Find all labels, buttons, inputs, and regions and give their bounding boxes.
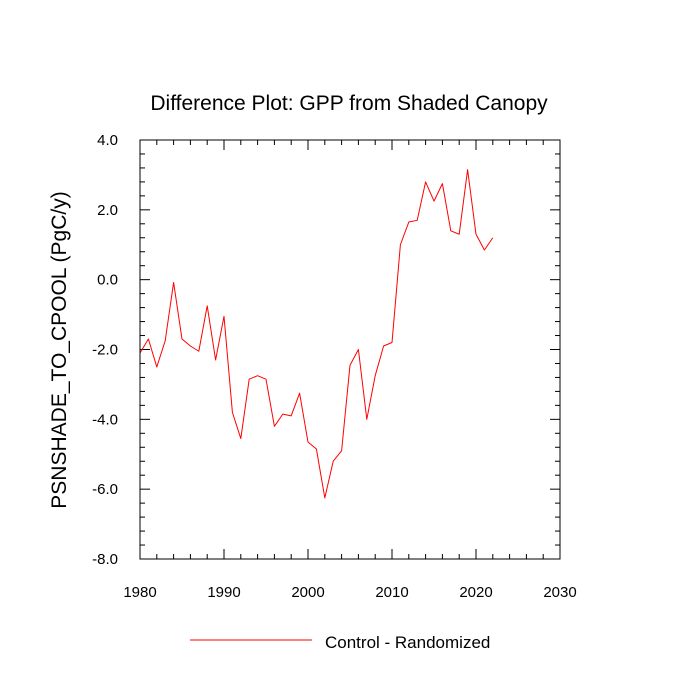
legend: Control - Randomized [190,633,490,652]
x-tick-label: 2000 [291,584,324,601]
y-tick-label: 0.0 [97,272,118,289]
y-tick-label: -4.0 [92,411,118,428]
y-tick-label: 4.0 [97,132,118,149]
series-line [139,169,494,499]
y-tick-label: -8.0 [92,551,118,568]
series-group [139,169,494,499]
y-tick-label: -6.0 [92,481,118,498]
tick-labels: 1980 1990 2000 2010 2020 2030 4.0 2.0 0.0 -2.0 -4.… [92,132,577,601]
chart-title: Difference Plot: GPP from Shaded Canopy [150,92,548,115]
legend-label: Control - Randomized [325,633,490,652]
x-tick-label: 2030 [543,584,576,601]
y-axis-label: PSNSHADE_TO_CPOOL (PgC/y) [48,191,71,508]
plot-frame [139,139,561,560]
x-tick-label: 2010 [375,584,408,601]
x-tick-label: 2020 [459,584,492,601]
x-tick-label: 1980 [123,584,156,601]
x-tick-label: 1990 [207,584,240,601]
axis-ticks [139,139,561,560]
y-tick-label: 2.0 [97,202,118,219]
y-tick-label: -2.0 [92,342,118,359]
